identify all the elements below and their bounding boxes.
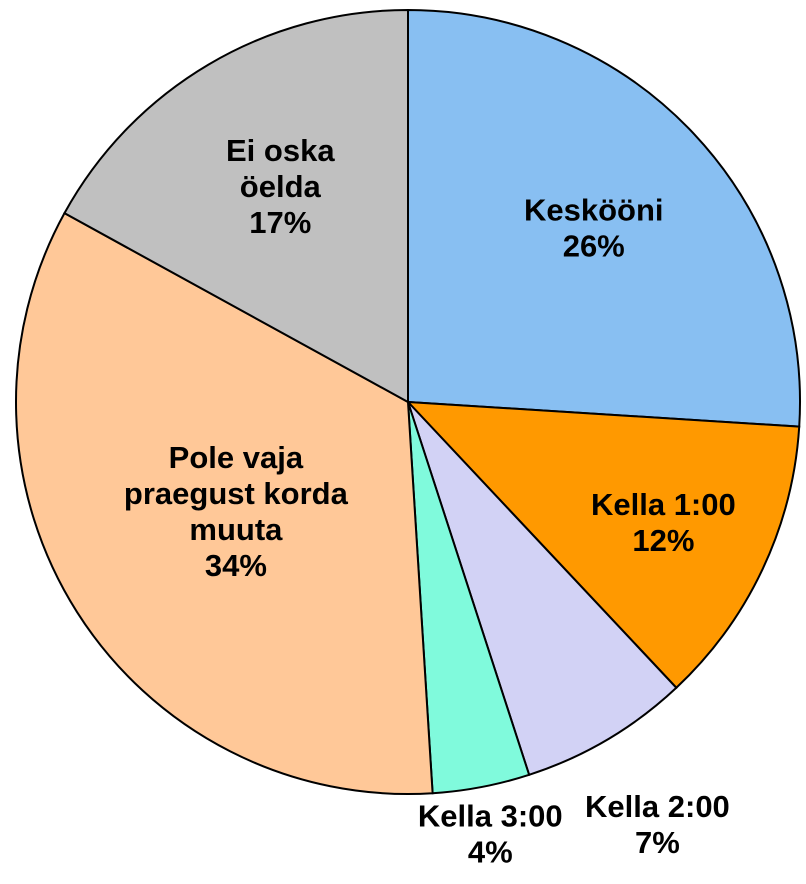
value-label: 17% — [249, 205, 311, 240]
pie-slice — [407, 401, 678, 777]
value-label: 12% — [632, 523, 694, 558]
pie-slice — [405, 400, 801, 690]
value-label: 4% — [468, 834, 513, 869]
slice-label: Kella 1:00 — [591, 487, 736, 522]
pie-slice — [407, 8, 801, 428]
slice-label: Kella 3:00 — [418, 798, 563, 833]
slice-label: Kella 2:00 — [585, 789, 730, 824]
pie-slice — [63, 8, 409, 404]
value-label: 7% — [635, 825, 680, 860]
value-label: 34% — [205, 548, 267, 583]
slice-label: Keskööni — [524, 193, 664, 228]
slice-label: Pole vaja praegust korda muuta — [124, 440, 349, 547]
slice-label: Ei oska öelda — [226, 133, 335, 204]
value-label: 26% — [563, 229, 625, 264]
